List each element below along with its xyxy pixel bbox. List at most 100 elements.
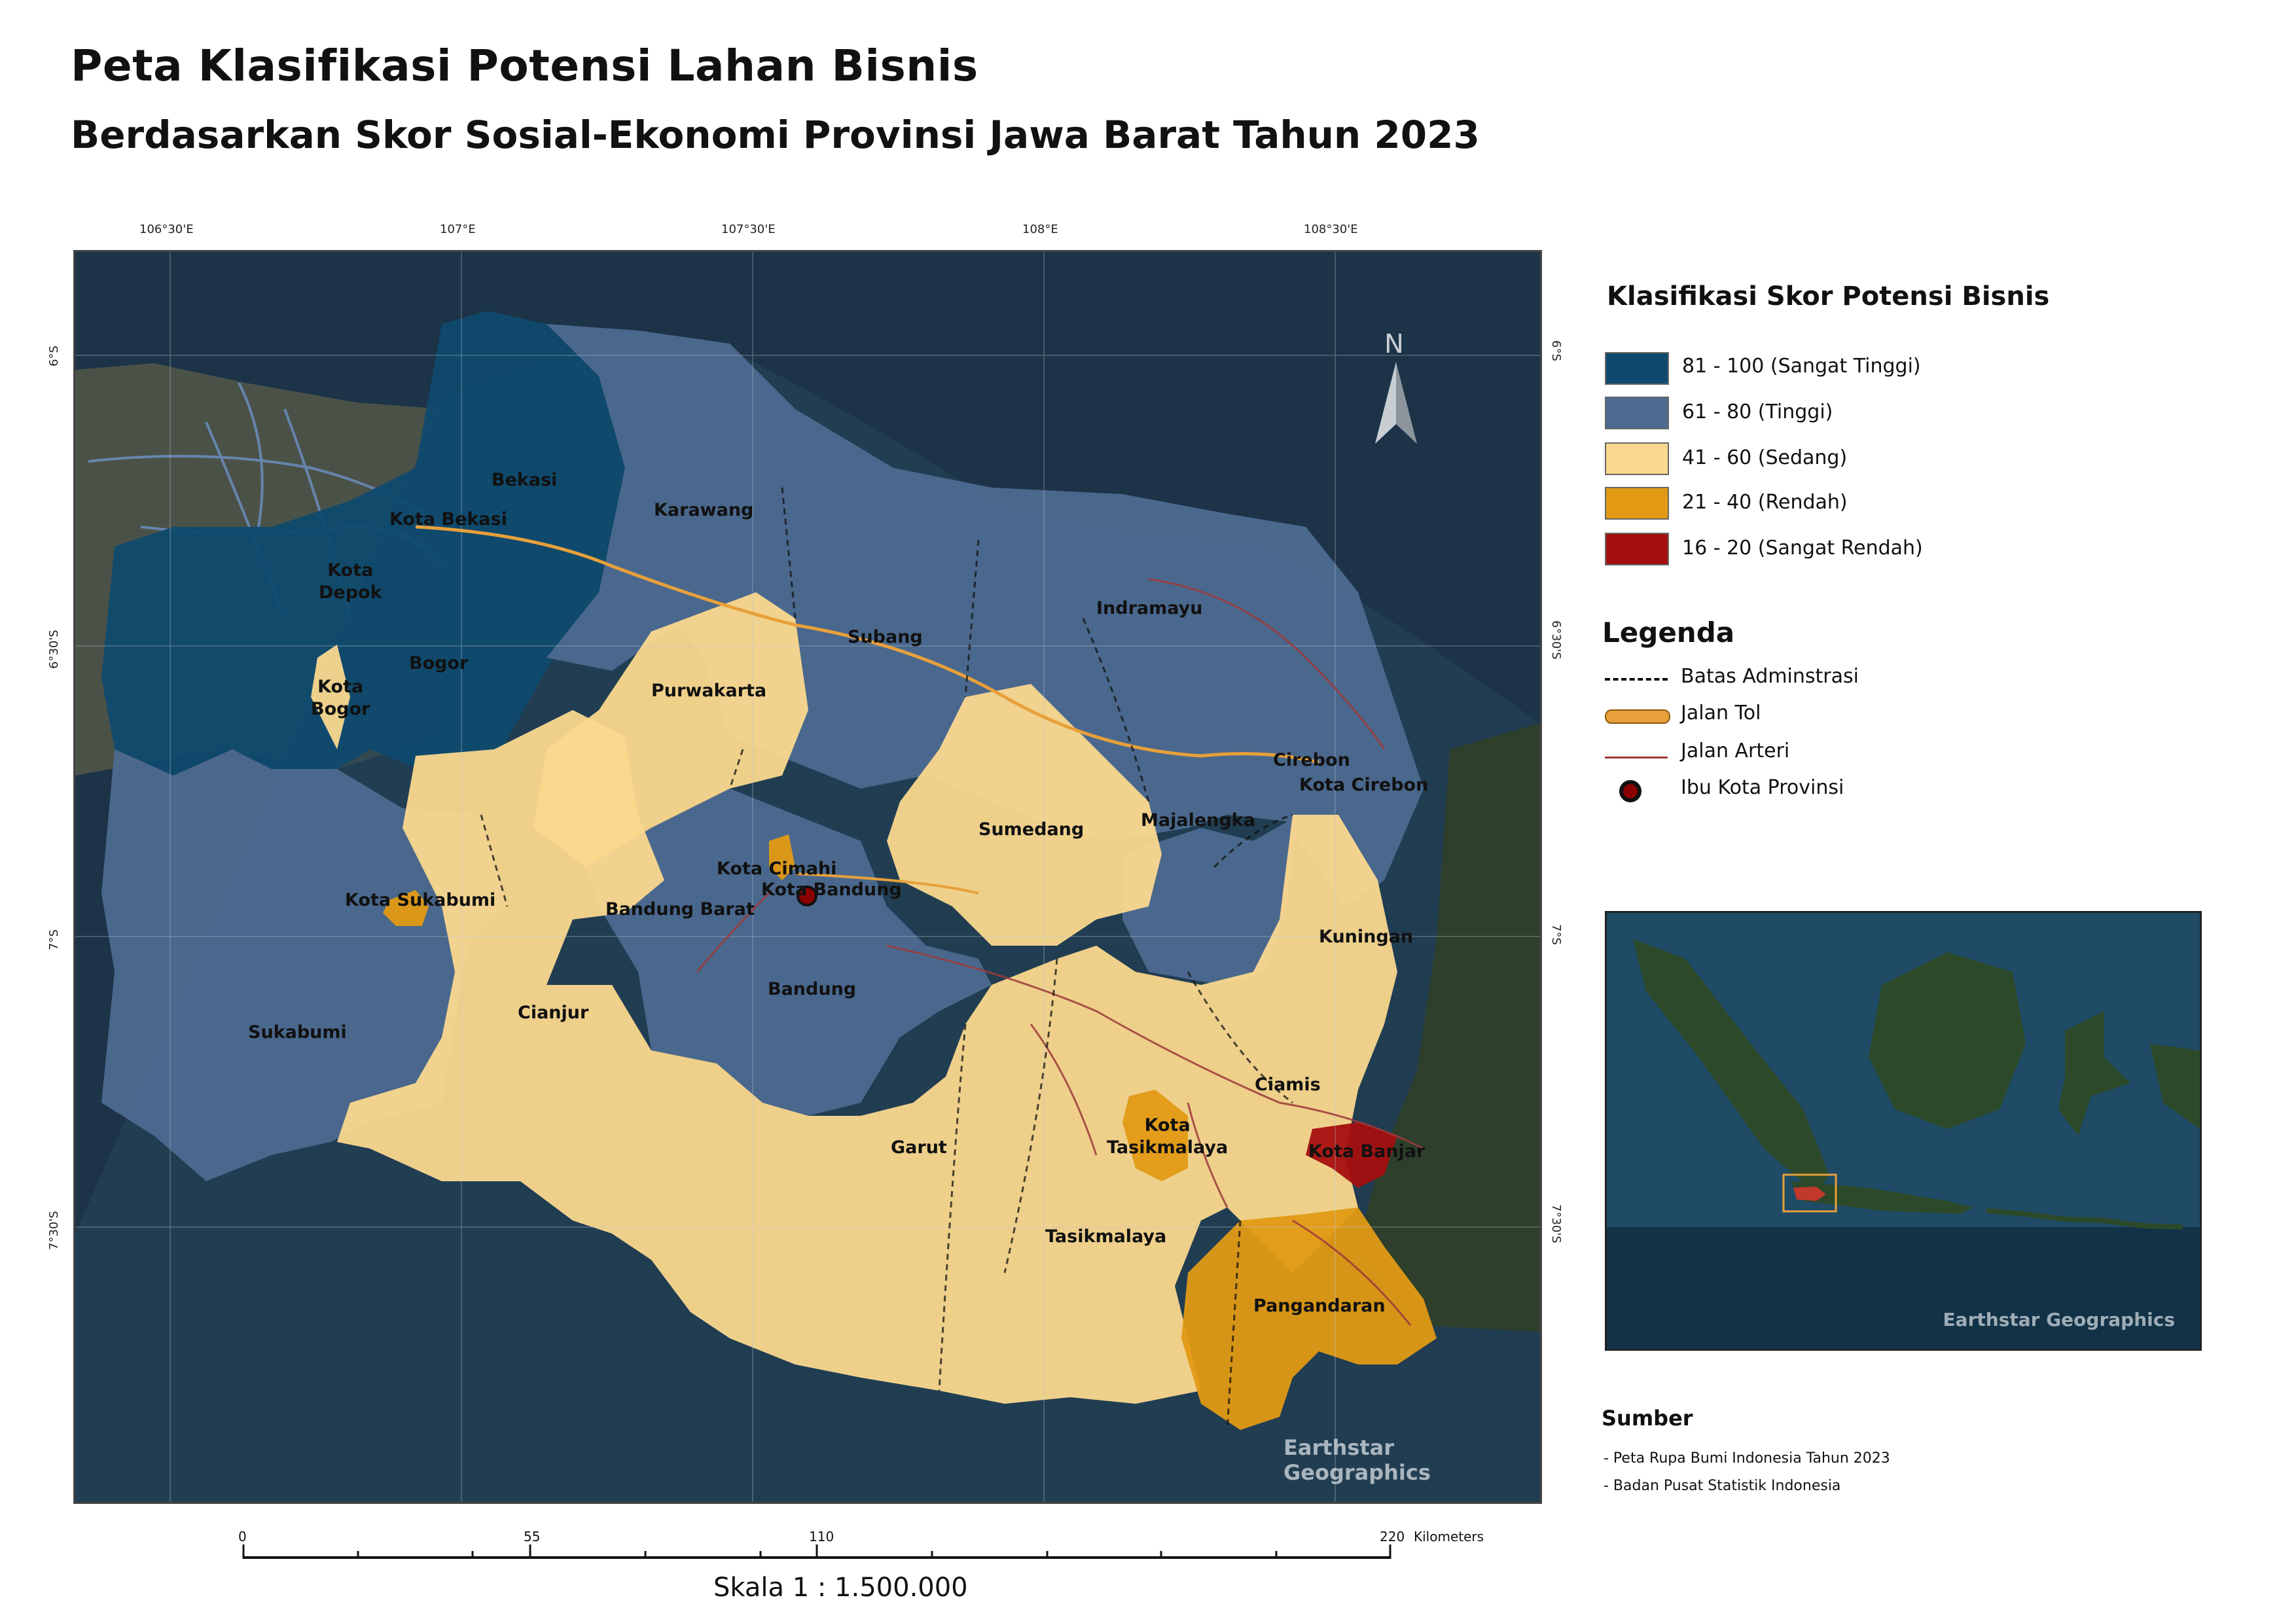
swatch-sedang xyxy=(1605,442,1669,475)
inset-credit: Earthstar Geographics xyxy=(1943,1309,2175,1330)
label-cirebon: Cirebon xyxy=(1273,750,1350,770)
map-subtitle: Berdasarkan Skor Sosial-Ekonomi Provinsi… xyxy=(71,113,1480,157)
label-kuningan: Kuningan xyxy=(1319,927,1414,947)
graticule-right-3: 7°S xyxy=(1549,924,1563,945)
map-credit: Earthstar Geographics xyxy=(1283,1435,1431,1485)
swatch-rendah xyxy=(1605,487,1669,520)
inset-sulawesi xyxy=(2058,1011,2130,1135)
north-arrow-icon xyxy=(1375,362,1417,444)
label-kota-sukabumi: Kota Sukabumi xyxy=(345,890,496,910)
label-ciamis: Ciamis xyxy=(1255,1075,1321,1095)
north-label: N xyxy=(1384,329,1404,359)
region-sedang-sumedang[interactable] xyxy=(887,684,1162,946)
inset-canvas xyxy=(1607,913,2200,1349)
scale-text: Skala 1 : 1.500.000 xyxy=(713,1573,968,1603)
classification-title: Klasifikasi Skor Potensi Bisnis xyxy=(1607,281,2050,312)
scale-tick-220: 220 xyxy=(1380,1529,1405,1544)
legenda-label-ibukota: Ibu Kota Provinsi xyxy=(1681,776,1844,799)
region-sedang-south[interactable] xyxy=(337,710,1397,1404)
label-purwakarta: Purwakarta xyxy=(651,681,767,701)
toll-road-icon xyxy=(1605,709,1670,724)
region-rendah-pangandaran[interactable] xyxy=(1181,1207,1437,1430)
region-tinggi-bandung[interactable] xyxy=(586,789,992,1116)
graticule-left-3: 7°S xyxy=(47,929,61,950)
inset-maluku xyxy=(2150,1044,2200,1129)
toll-road-bandung xyxy=(795,872,979,895)
scale-tick-0: 0 xyxy=(238,1529,247,1544)
label-kota-cimahi: Kota Cimahi xyxy=(717,859,837,879)
map-title: Peta Klasifikasi Potensi Lahan Bisnis xyxy=(71,41,978,91)
legenda-label-arteri: Jalan Arteri xyxy=(1681,740,1790,762)
region-sangat-tinggi[interactable] xyxy=(101,311,625,776)
label-garut: Garut xyxy=(891,1137,947,1158)
sumber-title: Sumber xyxy=(1602,1406,1693,1431)
inset-nusa-tenggara xyxy=(1986,1208,2183,1230)
label-karawang: Karawang xyxy=(654,500,754,520)
graticule-left-1: 6°S xyxy=(47,346,61,366)
class-label-rendah: 21 - 40 (Rendah) xyxy=(1682,491,1848,514)
sumber-item-2: - Badan Pusat Statistik Indonesia xyxy=(1604,1478,1841,1494)
label-cianjur: Cianjur xyxy=(518,1003,589,1023)
region-tinggi-sukabumi[interactable] xyxy=(101,749,507,1181)
scale-tick-110: 110 xyxy=(809,1529,834,1544)
label-kota-bekasi: Kota Bekasi xyxy=(389,509,507,529)
map-canvas xyxy=(75,252,1540,1502)
swatch-tinggi xyxy=(1605,397,1669,429)
label-majalengka: Majalengka xyxy=(1141,810,1255,830)
graticule-top-2: 107°E xyxy=(440,223,476,236)
label-bandung: Bandung xyxy=(768,979,857,999)
class-label-sedang: 41 - 60 (Sedang) xyxy=(1682,446,1848,469)
legenda-label-tol: Jalan Tol xyxy=(1681,702,1761,724)
legenda-title: Legenda xyxy=(1602,616,1735,649)
inset-map[interactable]: Earthstar Geographics xyxy=(1605,911,2202,1351)
capital-marker-bandung[interactable] xyxy=(797,885,817,906)
dashed-line-icon xyxy=(1605,678,1668,681)
region-tinggi-majalengka[interactable] xyxy=(1122,815,1299,985)
arterial-road-icon xyxy=(1605,757,1668,758)
label-bekasi: Bekasi xyxy=(492,470,558,490)
graticule-right-1: 6°S xyxy=(1549,340,1563,361)
label-kota-banjar: Kota Banjar xyxy=(1308,1141,1426,1162)
capital-icon xyxy=(1619,780,1641,802)
label-indramayu: Indramayu xyxy=(1096,598,1203,618)
inset-extent-box xyxy=(1782,1173,1837,1213)
north-arrow: N xyxy=(1370,329,1422,447)
label-bandung-barat: Bandung Barat xyxy=(605,899,755,919)
inset-sumatra xyxy=(1633,939,1829,1194)
main-map[interactable]: Bekasi Kota Bekasi Karawang Kota Depok B… xyxy=(73,250,1542,1504)
sumber-item-1: - Peta Rupa Bumi Indonesia Tahun 2023 xyxy=(1604,1450,1890,1467)
label-kota-bogor: Kota Bogor xyxy=(311,677,370,719)
graticule-left-4: 7°30'S xyxy=(47,1211,61,1250)
label-kota-cirebon: Kota Cirebon xyxy=(1299,775,1429,795)
legenda-label-batas: Batas Adminstrasi xyxy=(1681,665,1859,688)
region-sedang-kota-bogor[interactable] xyxy=(311,645,350,749)
class-label-sangat-tinggi: 81 - 100 (Sangat Tinggi) xyxy=(1682,355,1921,378)
inset-jawa-barat xyxy=(1793,1186,1826,1201)
swatch-sangat-rendah xyxy=(1605,533,1669,565)
label-kota-depok: Kota Depok xyxy=(319,560,382,603)
scale-unit: Kilometers xyxy=(1414,1529,1484,1544)
graticule-top-5: 108°30'E xyxy=(1304,223,1358,236)
toll-road xyxy=(415,525,1319,764)
arterial-roads xyxy=(696,578,1424,1326)
label-sukabumi: Sukabumi xyxy=(248,1022,347,1043)
inset-kalimantan xyxy=(1869,952,2026,1129)
graticule-top-4: 108°E xyxy=(1022,223,1058,236)
region-tinggi-north[interactable] xyxy=(547,324,1424,906)
region-sangat-rendah-kota-banjar[interactable] xyxy=(1306,1122,1397,1188)
label-pangandaran: Pangandaran xyxy=(1253,1296,1386,1316)
class-label-tinggi: 61 - 80 (Tinggi) xyxy=(1682,401,1833,423)
scale-tick-55: 55 xyxy=(524,1529,541,1544)
region-rendah-kota-cimahi[interactable] xyxy=(769,834,795,880)
admin-boundaries xyxy=(480,487,1293,1431)
swatch-sangat-tinggi xyxy=(1605,352,1669,385)
graticule-left-2: 6°30'S xyxy=(47,630,61,669)
label-kota-tasikmalaya: Kota Tasikmalaya xyxy=(1107,1115,1229,1158)
label-sumedang: Sumedang xyxy=(978,819,1085,840)
central-java-land xyxy=(1358,723,1540,1332)
region-rendah-kota-sukabumi[interactable] xyxy=(383,890,429,926)
label-bogor: Bogor xyxy=(409,653,469,673)
region-rendah-kota-tasikmalaya[interactable] xyxy=(1122,1090,1188,1181)
graticule-right-4: 7°30'S xyxy=(1549,1204,1563,1243)
label-subang: Subang xyxy=(848,627,923,647)
